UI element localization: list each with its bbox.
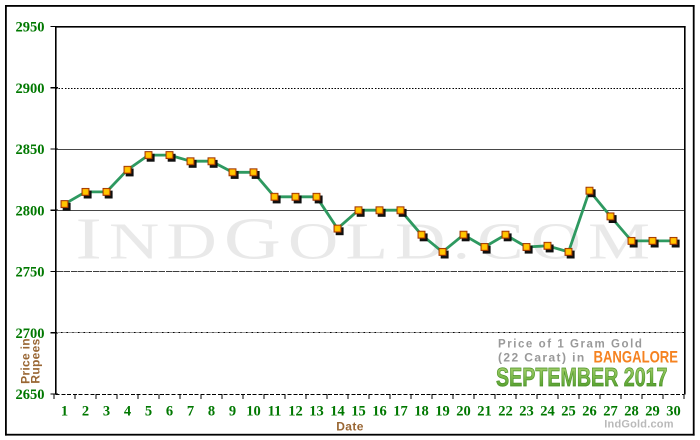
- svg-text:9: 9: [229, 404, 236, 420]
- svg-text:30: 30: [666, 404, 681, 420]
- svg-text:11: 11: [268, 404, 282, 420]
- svg-text:13: 13: [309, 404, 324, 420]
- svg-text:23: 23: [519, 404, 534, 420]
- svg-text:BANGALORE: BANGALORE: [594, 349, 679, 367]
- svg-text:18: 18: [414, 404, 429, 420]
- svg-text:2850: 2850: [16, 142, 45, 158]
- svg-text:Date: Date: [336, 420, 364, 434]
- svg-text:20: 20: [456, 404, 471, 420]
- svg-text:INDGOLD.COM: INDGOLD.COM: [76, 207, 658, 272]
- svg-text:2950: 2950: [16, 20, 45, 36]
- svg-text:Price in: Price in: [19, 338, 33, 384]
- svg-text:IndGold.com: IndGold.com: [604, 419, 673, 431]
- svg-text:24: 24: [540, 404, 555, 420]
- svg-text:2900: 2900: [16, 81, 45, 97]
- svg-text:19: 19: [435, 404, 450, 420]
- svg-text:25: 25: [561, 404, 576, 420]
- svg-text:7: 7: [187, 404, 194, 420]
- svg-text:2750: 2750: [16, 265, 45, 281]
- svg-text:SEPTEMBER 2017: SEPTEMBER 2017: [496, 362, 668, 392]
- svg-text:15: 15: [351, 404, 366, 420]
- svg-text:8: 8: [208, 404, 215, 420]
- svg-text:29: 29: [645, 404, 660, 420]
- svg-text:2800: 2800: [16, 203, 45, 219]
- svg-text:6: 6: [166, 404, 173, 420]
- svg-text:22: 22: [498, 404, 513, 420]
- svg-text:28: 28: [624, 404, 639, 420]
- svg-text:Rupees: Rupees: [29, 338, 43, 383]
- svg-text:27: 27: [603, 404, 618, 420]
- svg-text:3: 3: [103, 404, 110, 420]
- svg-text:2650: 2650: [16, 387, 45, 403]
- svg-text:14: 14: [330, 404, 345, 420]
- svg-text:21: 21: [477, 404, 492, 420]
- svg-text:2700: 2700: [16, 326, 45, 342]
- svg-text:2: 2: [82, 404, 89, 420]
- svg-text:4: 4: [124, 404, 131, 420]
- svg-text:Price of 1 Gram Gold: Price of 1 Gram Gold: [498, 339, 643, 351]
- svg-text:1: 1: [61, 404, 68, 420]
- svg-text:10: 10: [246, 404, 261, 420]
- svg-text:17: 17: [393, 404, 408, 420]
- svg-text:26: 26: [582, 404, 597, 420]
- svg-text:5: 5: [145, 404, 152, 420]
- svg-text:12: 12: [288, 404, 303, 420]
- svg-text:16: 16: [372, 404, 387, 420]
- svg-text:(22 Carat) in: (22 Carat) in: [498, 351, 586, 365]
